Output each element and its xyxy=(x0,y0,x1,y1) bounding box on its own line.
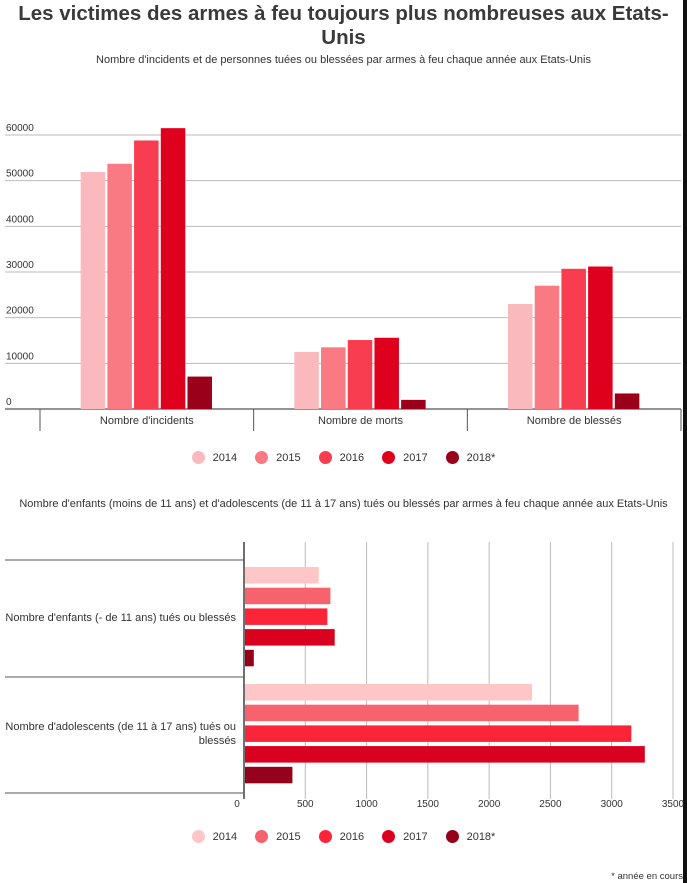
y-tick-label: 50000 xyxy=(6,169,34,180)
y-tick-label: 0 xyxy=(6,397,12,408)
x-tick-label: 0 xyxy=(234,799,240,810)
legend-label: 2018* xyxy=(466,451,496,464)
legend-label: 2015 xyxy=(276,830,301,843)
bar xyxy=(321,347,346,409)
bar xyxy=(134,140,159,410)
y-category-label: Nombre d'adolescents (de 11 à 17 ans) tu… xyxy=(5,721,236,747)
legend-item: 2016 xyxy=(318,830,365,843)
bar xyxy=(245,587,331,605)
legend-label: 2015 xyxy=(276,451,301,464)
legend-swatch xyxy=(191,451,205,464)
bar xyxy=(508,303,533,409)
y-tick-label: 40000 xyxy=(6,214,34,225)
chart2-legend: 2014 2015 2016 2017 2018* xyxy=(0,830,687,843)
legend-item: 2015 xyxy=(255,830,301,843)
x-category-label: Nombre de morts xyxy=(318,415,403,427)
bar xyxy=(80,171,106,409)
legend-swatch xyxy=(382,451,396,464)
bar xyxy=(245,684,533,701)
legend-label: 2017 xyxy=(403,451,428,464)
legend-item: 2014 xyxy=(191,451,238,464)
legend-swatch xyxy=(382,830,396,843)
bar xyxy=(588,266,613,409)
bar xyxy=(245,608,328,625)
bar xyxy=(187,376,212,409)
x-tick-label: 3500 xyxy=(662,799,685,810)
legend-swatch xyxy=(445,451,459,464)
legend-swatch xyxy=(318,451,332,464)
bar xyxy=(245,766,293,784)
legend-swatch xyxy=(255,830,269,843)
vertical-bar-chart: 0 10000 20000 30000 40000 50000 60000 Nombre d'… xyxy=(5,123,682,431)
y-tick-label: 20000 xyxy=(6,306,34,317)
legend-item: 2016 xyxy=(318,451,365,464)
chart1-legend: 2014 2015 2016 2017 2018* xyxy=(0,451,687,464)
legend-item: 2018* xyxy=(445,830,496,843)
x-tick-label: 2500 xyxy=(539,799,562,810)
legend-swatch xyxy=(318,830,332,843)
bar xyxy=(614,393,640,409)
footnote: * année en cours xyxy=(611,871,683,882)
bar xyxy=(245,746,645,763)
legend-item: 2018* xyxy=(445,451,496,464)
x-tick-label: 500 xyxy=(297,799,314,810)
legend-item: 2014 xyxy=(191,830,238,843)
x-tick-label: 3000 xyxy=(601,799,624,810)
bar xyxy=(160,128,186,409)
x-category-label: Nombre d'incidents xyxy=(100,415,194,427)
legend-label: 2014 xyxy=(212,830,238,843)
x-tick-label: 1500 xyxy=(417,799,440,810)
bar xyxy=(347,340,373,409)
horizontal-bar-chart: 0 500 1000 1500 2000 2500 3000 3500 Nombre d'enf… xyxy=(5,542,685,810)
bar xyxy=(374,337,399,409)
y-tick-label: 60000 xyxy=(6,123,34,134)
bar xyxy=(245,704,579,722)
bar xyxy=(534,285,560,409)
bar xyxy=(561,268,586,409)
chart2-subtitle: Nombre d'enfants (moins de 11 ans) et d'… xyxy=(19,498,668,510)
x-tick-label: 1000 xyxy=(355,799,378,810)
main-title: Les victimes des armes à feu toujours pl… xyxy=(18,2,669,49)
legend-swatch xyxy=(255,451,269,464)
x-category-label: Nombre de blessés xyxy=(527,415,622,427)
legend-label: 2018* xyxy=(466,830,496,843)
bar xyxy=(245,629,335,646)
chart1-subtitle: Nombre d'incidents et de personnes tuées… xyxy=(96,54,591,66)
legend-label: 2014 xyxy=(212,451,238,464)
y-tick-label: 10000 xyxy=(6,351,34,362)
y-category-label: Nombre d'enfants (- de 11 ans) tués ou b… xyxy=(5,612,236,624)
legend-swatch xyxy=(191,830,205,843)
y-tick-label: 30000 xyxy=(6,260,34,271)
page-edge-divider xyxy=(683,0,687,883)
x-tick-label: 2000 xyxy=(478,799,501,810)
legend-item: 2017 xyxy=(382,830,428,843)
bar xyxy=(245,725,632,742)
bar xyxy=(401,399,426,409)
legend-label: 2016 xyxy=(339,830,365,843)
bar xyxy=(294,351,319,409)
legend-item: 2017 xyxy=(382,451,428,464)
bar xyxy=(107,163,132,409)
legend-item: 2015 xyxy=(255,451,301,464)
bar xyxy=(245,649,254,667)
bar xyxy=(245,567,319,584)
legend-swatch xyxy=(445,830,459,843)
legend-label: 2016 xyxy=(339,451,365,464)
legend-label: 2017 xyxy=(403,830,428,843)
